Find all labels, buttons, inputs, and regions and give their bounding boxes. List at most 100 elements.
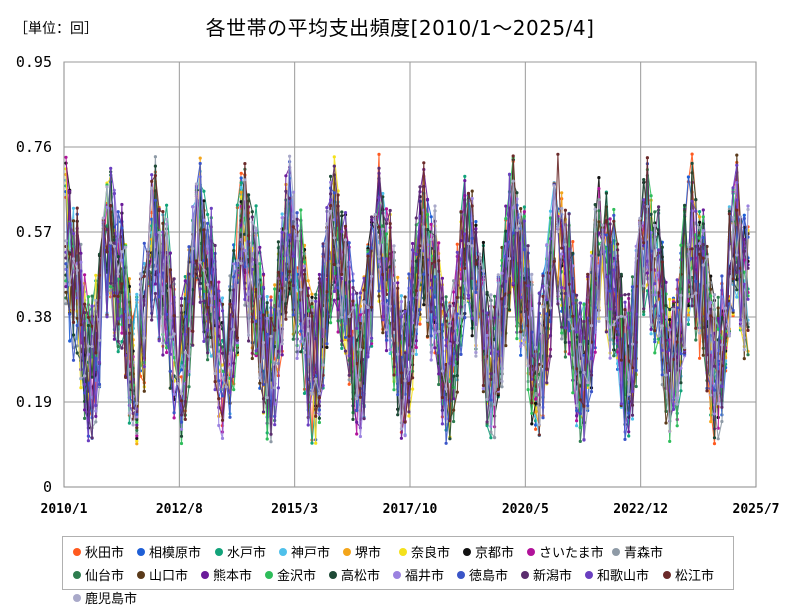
data-point — [679, 381, 683, 385]
data-point — [206, 244, 210, 248]
data-point — [452, 374, 456, 378]
data-point — [153, 198, 157, 202]
data-point — [660, 348, 664, 352]
data-point — [340, 346, 344, 350]
data-point — [537, 433, 541, 437]
data-point — [440, 296, 444, 300]
data-point — [377, 196, 381, 200]
data-point — [616, 242, 620, 246]
data-point — [459, 352, 463, 356]
legend-label: 京都市 — [475, 546, 515, 561]
data-point — [686, 308, 691, 312]
data-point — [172, 314, 176, 318]
series-group — [64, 152, 750, 446]
data-point — [679, 293, 683, 297]
data-point — [317, 404, 321, 408]
data-point — [261, 313, 266, 317]
data-point — [742, 249, 746, 253]
data-point — [165, 279, 169, 283]
data-point — [571, 327, 575, 331]
data-point — [213, 380, 217, 384]
data-point — [187, 354, 191, 358]
data-point — [560, 252, 564, 256]
data-point — [351, 306, 355, 310]
data-point — [485, 290, 489, 294]
data-point — [332, 298, 336, 302]
data-point — [83, 311, 87, 315]
legend-item: 新潟市 — [521, 563, 585, 586]
data-point — [153, 282, 157, 286]
data-point — [548, 209, 553, 213]
data-point — [608, 289, 612, 293]
data-point — [727, 272, 732, 276]
data-point — [403, 351, 407, 355]
data-point — [355, 432, 359, 436]
data-point — [623, 300, 627, 304]
data-point — [336, 286, 340, 290]
data-point — [273, 328, 277, 332]
data-point — [668, 368, 672, 373]
data-point — [351, 299, 355, 303]
data-point — [709, 420, 713, 424]
data-point — [127, 421, 131, 425]
legend-item: 相模原市 — [137, 540, 215, 563]
data-point — [105, 250, 109, 254]
data-point — [202, 339, 206, 343]
data-point — [254, 351, 258, 355]
data-point — [127, 411, 131, 415]
data-point — [474, 223, 478, 227]
data-point — [470, 204, 474, 208]
data-point — [273, 287, 277, 291]
data-point — [116, 317, 120, 321]
data-point — [314, 370, 318, 374]
data-point — [206, 283, 210, 287]
data-point — [530, 422, 534, 426]
data-point — [567, 282, 571, 286]
data-point — [276, 270, 280, 274]
data-point — [601, 223, 605, 227]
data-point — [112, 244, 116, 248]
data-point — [68, 339, 72, 343]
data-point — [83, 408, 87, 412]
data-point — [411, 248, 415, 252]
legend-marker — [527, 547, 535, 556]
data-point — [388, 304, 392, 308]
data-point — [153, 164, 157, 168]
data-point — [86, 315, 90, 319]
data-point — [258, 376, 262, 380]
data-point — [429, 222, 433, 226]
data-point — [183, 332, 187, 336]
data-point — [247, 339, 251, 343]
data-point — [489, 436, 493, 440]
data-point — [645, 259, 650, 263]
data-point — [712, 436, 717, 440]
data-point — [220, 436, 225, 440]
data-point — [429, 215, 433, 219]
data-point — [578, 398, 582, 402]
data-point — [86, 295, 90, 299]
data-point — [284, 229, 288, 233]
data-point — [232, 275, 236, 279]
data-point — [414, 352, 418, 356]
data-point — [500, 385, 504, 389]
series-line — [65, 154, 749, 436]
data-point — [433, 315, 437, 320]
data-point — [519, 212, 523, 216]
data-point — [660, 245, 664, 249]
data-point — [172, 392, 176, 396]
data-point — [220, 376, 225, 380]
data-point — [321, 363, 325, 367]
data-point — [649, 323, 653, 327]
data-point — [534, 397, 538, 401]
data-point — [179, 296, 184, 301]
data-point — [235, 259, 239, 263]
data-point — [586, 383, 590, 387]
data-point — [265, 396, 269, 400]
data-point — [690, 161, 694, 165]
data-point — [444, 314, 448, 318]
data-point — [545, 381, 549, 385]
legend-label: さいたま市 — [539, 546, 604, 561]
data-point — [399, 294, 403, 298]
data-point — [336, 297, 340, 301]
data-point — [64, 290, 68, 294]
